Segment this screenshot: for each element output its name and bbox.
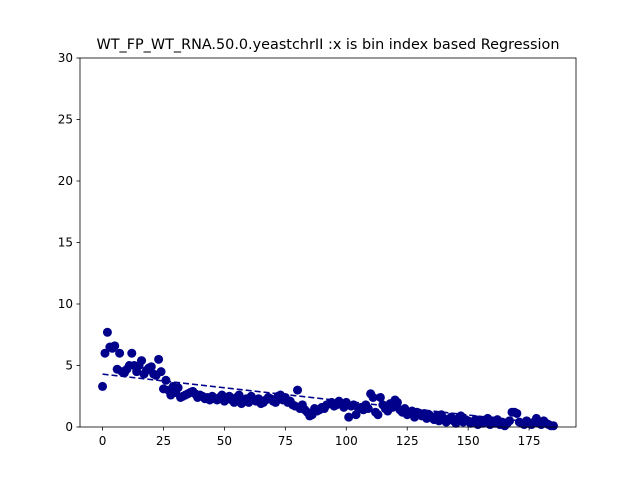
- scatter-point: [173, 383, 183, 393]
- y-tick-label: 25: [58, 113, 73, 127]
- scatter-point: [102, 327, 112, 337]
- x-tick-label: 175: [518, 434, 541, 448]
- scatter-point: [363, 404, 373, 414]
- scatter-point: [154, 354, 164, 364]
- scatter-point: [234, 390, 244, 400]
- y-tick-label: 30: [58, 51, 73, 65]
- scatter-point: [548, 421, 558, 431]
- scatter-point: [98, 381, 108, 391]
- x-tick-label: 75: [278, 434, 293, 448]
- scatter-point: [156, 367, 166, 377]
- scatter-point: [100, 348, 110, 358]
- y-tick-label: 0: [65, 420, 73, 434]
- scatter-point: [373, 410, 383, 420]
- scatter-point: [110, 341, 120, 351]
- x-tick-label: 25: [156, 434, 171, 448]
- plot-frame: [79, 57, 577, 428]
- y-tick-label: 5: [65, 359, 73, 373]
- scatter-point: [392, 397, 402, 407]
- y-tick-label: 10: [58, 297, 73, 311]
- x-tick-label: 100: [335, 434, 358, 448]
- y-tick-label: 15: [58, 236, 73, 250]
- x-tick-label: 125: [396, 434, 419, 448]
- scatter-point: [368, 392, 378, 402]
- y-tick-label: 20: [58, 174, 73, 188]
- x-tick-label: 0: [99, 434, 107, 448]
- scatter-point: [512, 408, 522, 418]
- chart-title: WT_FP_WT_RNA.50.0.yeastchrII :x is bin i…: [97, 37, 560, 53]
- scatter-point: [161, 375, 171, 385]
- scatter-point: [137, 356, 147, 366]
- scatter-point: [115, 348, 125, 358]
- scatter-point: [505, 416, 515, 426]
- regression-line: [102, 373, 554, 426]
- scatter-point: [127, 348, 137, 358]
- x-tick-label: 150: [457, 434, 480, 448]
- scatter-point: [375, 392, 385, 402]
- scatter-point: [146, 362, 156, 372]
- scatter-point: [344, 412, 354, 422]
- scatter-point: [293, 385, 303, 395]
- x-tick-label: 50: [217, 434, 232, 448]
